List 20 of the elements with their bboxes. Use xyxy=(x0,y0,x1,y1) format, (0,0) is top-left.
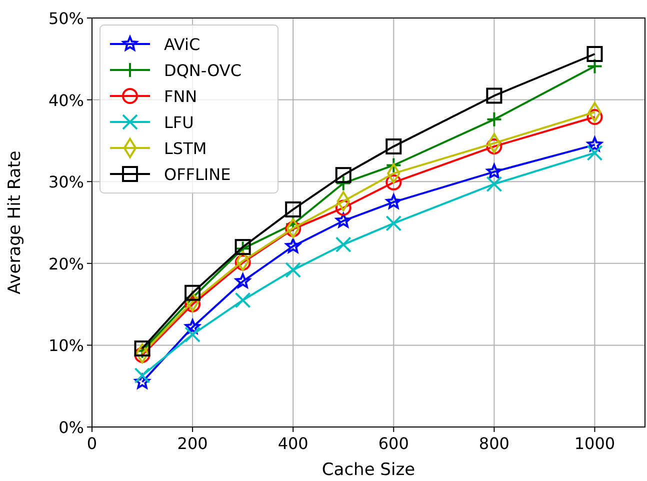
y-tick-label: 10% xyxy=(48,336,84,356)
legend-label: AViC xyxy=(164,35,200,54)
legend-label: OFFLINE xyxy=(164,165,231,184)
y-axis-title: Average Hit Rate xyxy=(5,150,25,294)
x-tick-label: 400 xyxy=(278,434,308,453)
x-tick-label: 200 xyxy=(177,434,208,453)
x-tick-label: 1000 xyxy=(574,434,616,453)
y-tick-label: 30% xyxy=(48,172,84,192)
x-tick-label: 600 xyxy=(378,434,409,453)
x-axis-title: Cache Size xyxy=(322,460,416,480)
y-tick-label: 40% xyxy=(48,90,84,110)
legend-label: FNN xyxy=(164,87,198,106)
legend-label: LFU xyxy=(164,113,194,132)
x-tick-label: 0 xyxy=(86,434,98,453)
legend-label: DQN-OVC xyxy=(164,61,242,80)
y-tick-label: 0% xyxy=(58,418,84,437)
legend-label: LSTM xyxy=(164,139,207,158)
x-tick-label: 800 xyxy=(478,434,510,453)
y-tick-label: 50% xyxy=(48,9,84,28)
y-tick-label: 20% xyxy=(48,254,84,274)
